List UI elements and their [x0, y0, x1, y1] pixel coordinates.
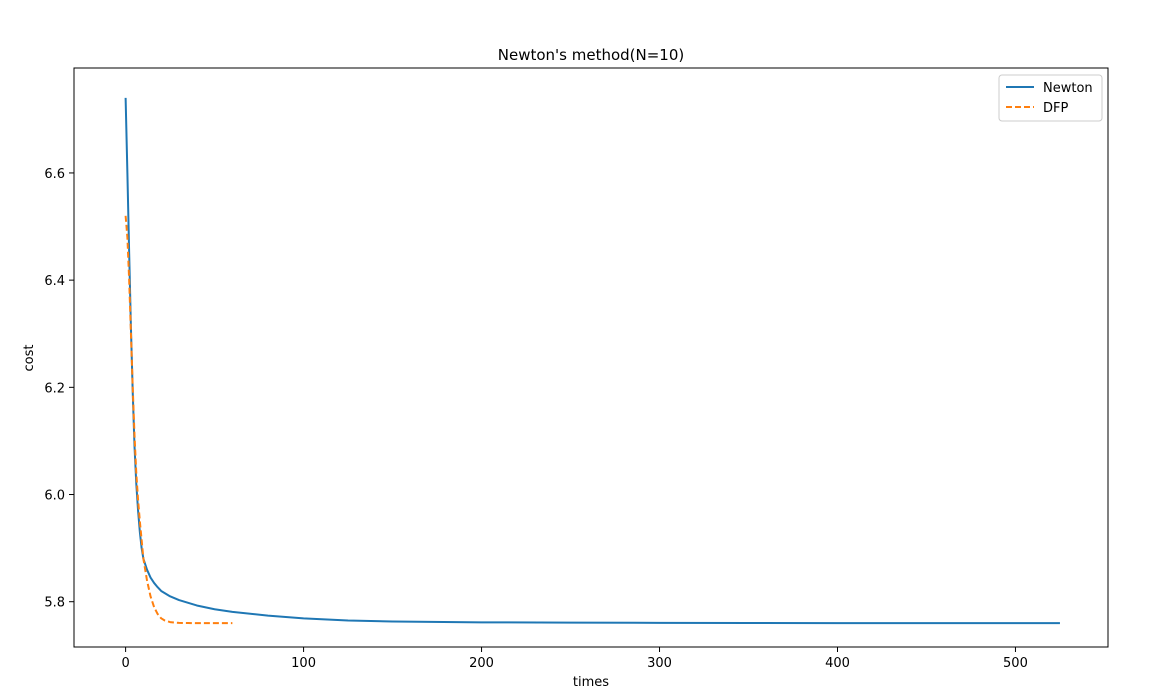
- x-tick-label: 0: [121, 656, 129, 671]
- axes-frame: [73, 67, 1109, 648]
- series-line-dfp: [124, 215, 233, 625]
- x-tick-label: 100: [291, 656, 316, 671]
- y-tick-label: 6.6: [44, 167, 65, 182]
- plot-area: [124, 97, 1060, 625]
- legend-label-newton: Newton: [1043, 81, 1093, 96]
- chart-title: Newton's method(N=10): [498, 46, 685, 64]
- x-tick-label: 500: [1003, 656, 1028, 671]
- legend: Newton DFP: [998, 74, 1103, 122]
- x-axis-label: times: [573, 675, 609, 690]
- x-tick-label: 200: [469, 656, 494, 671]
- y-axis-label: cost: [22, 345, 37, 372]
- x-axis: 0 100 200 300 400 500: [121, 647, 1028, 671]
- y-axis: 5.8 6.0 6.2 6.4 6.6: [44, 167, 74, 611]
- y-tick-label: 6.4: [44, 274, 65, 289]
- y-tick-label: 6.0: [44, 489, 65, 504]
- x-tick-label: 300: [647, 656, 672, 671]
- y-tick-label: 5.8: [44, 596, 65, 611]
- y-tick-label: 6.2: [44, 381, 65, 396]
- x-tick-label: 400: [825, 656, 850, 671]
- legend-label-dfp: DFP: [1043, 101, 1068, 116]
